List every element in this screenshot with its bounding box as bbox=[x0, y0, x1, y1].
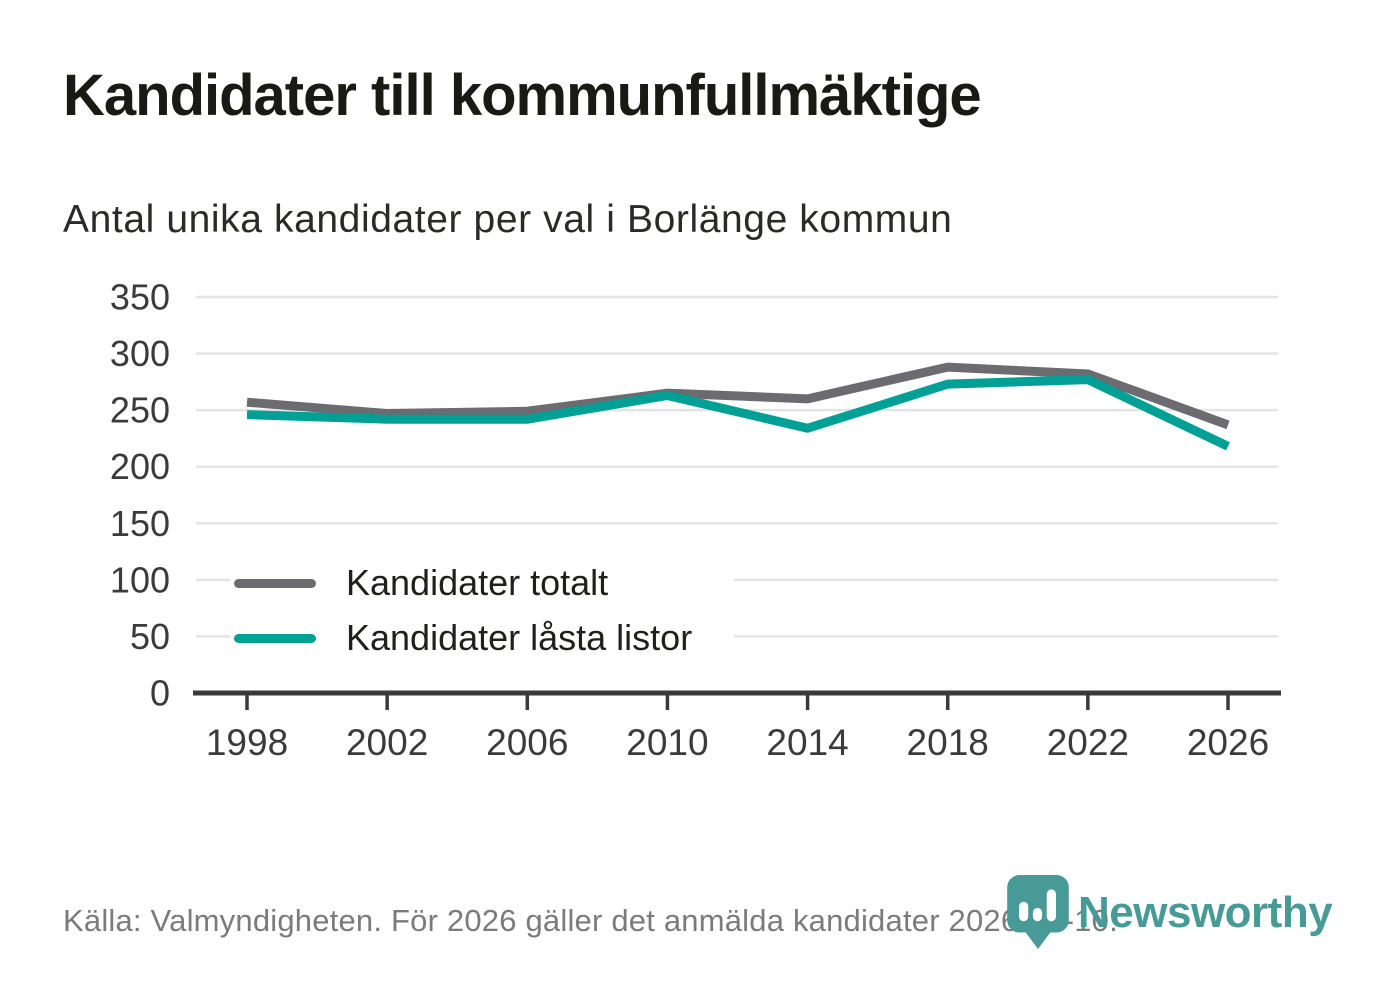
x-tick-label-2002: 2002 bbox=[346, 722, 428, 763]
x-tick-label-2022: 2022 bbox=[1047, 722, 1129, 763]
x-tick-label-2026: 2026 bbox=[1187, 722, 1269, 763]
y-tick-label-350: 350 bbox=[110, 277, 170, 318]
x-tick-label-2018: 2018 bbox=[907, 722, 989, 763]
y-tick-label-250: 250 bbox=[110, 390, 170, 431]
legend-item-total: Kandidater totalt bbox=[234, 562, 692, 604]
x-tick-label-2014: 2014 bbox=[766, 722, 848, 763]
y-tick-label-200: 200 bbox=[110, 446, 170, 487]
newsworthy-wordmark: Newsworthy bbox=[1078, 888, 1333, 937]
legend-label-total: Kandidater totalt bbox=[346, 562, 609, 603]
newsworthy-pin-icon bbox=[1007, 875, 1069, 949]
y-tick-label-150: 150 bbox=[110, 503, 170, 544]
legend-swatch-total bbox=[234, 578, 316, 588]
chart-subtitle: Antal unika kandidater per val i Borläng… bbox=[63, 198, 953, 241]
legend-label-locked-lists: Kandidater låsta listor bbox=[346, 617, 693, 658]
y-tick-label-300: 300 bbox=[110, 333, 170, 374]
series-line-0 bbox=[246, 362, 1230, 430]
chart-title: Kandidater till kommunfullmäktige bbox=[63, 63, 982, 128]
legend-swatch-locked-lists bbox=[234, 633, 316, 643]
y-tick-label-100: 100 bbox=[110, 559, 170, 600]
x-tick-label-2010: 2010 bbox=[626, 722, 708, 763]
y-tick-label-0: 0 bbox=[150, 673, 170, 714]
x-tick-label-1998: 1998 bbox=[206, 722, 288, 763]
x-tick-label-2006: 2006 bbox=[486, 722, 568, 763]
y-tick-label-50: 50 bbox=[130, 616, 170, 657]
newsworthy-logo: Newsworthy bbox=[1006, 874, 1333, 950]
legend-item-locked-lists: Kandidater låsta listor bbox=[234, 617, 692, 659]
source-note: Källa: Valmyndigheten. För 2026 gäller d… bbox=[63, 903, 1118, 938]
series-line-1 bbox=[246, 375, 1230, 451]
chart-legend: Kandidater totalt Kandidater låsta listo… bbox=[230, 556, 735, 669]
